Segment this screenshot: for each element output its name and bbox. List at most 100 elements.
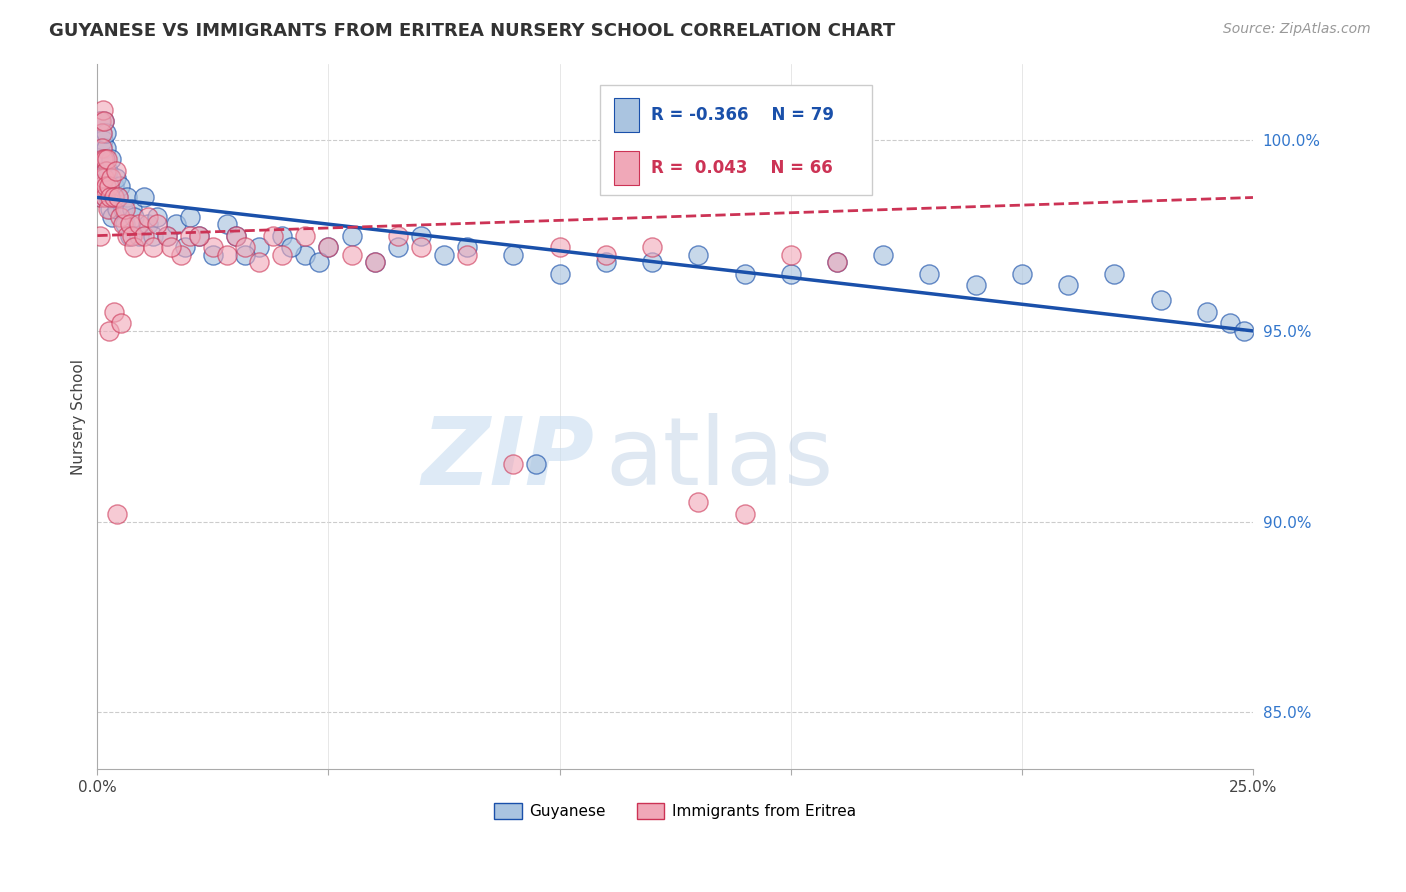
Point [121, 228, 143, 243]
Point [142, 228, 165, 243]
Point [90, 171, 112, 186]
Point [103, 179, 125, 194]
Point [825, 255, 848, 269]
Point [98, 179, 121, 194]
Point [174, 240, 197, 254]
Point [188, 228, 211, 243]
Point [872, 248, 894, 262]
Point [1011, 267, 1033, 281]
Point [233, 248, 256, 262]
Bar [614, 98, 640, 132]
Text: GUYANESE VS IMMIGRANTS FROM ERITREA NURSERY SCHOOL CORRELATION CHART: GUYANESE VS IMMIGRANTS FROM ERITREA NURS… [49, 22, 896, 40]
Text: Source: ZipAtlas.com: Source: ZipAtlas.com [1223, 22, 1371, 37]
Point [100, 153, 122, 167]
Point [91, 141, 114, 155]
Point [1149, 293, 1171, 308]
Point [318, 240, 340, 254]
Point [294, 228, 316, 243]
Point [688, 248, 710, 262]
Point [94, 141, 117, 155]
Point [100, 171, 122, 186]
Point [91, 141, 114, 155]
Point [94, 163, 117, 178]
Legend: Guyanese, Immigrants from Eritrea: Guyanese, Immigrants from Eritrea [488, 797, 862, 825]
Point [93, 133, 115, 147]
Point [1219, 316, 1241, 330]
Point [90, 190, 112, 204]
Point [1195, 305, 1218, 319]
Point [169, 248, 191, 262]
Point [132, 228, 155, 243]
Point [96, 171, 118, 186]
Point [364, 255, 387, 269]
Point [136, 217, 159, 231]
Point [502, 248, 524, 262]
Point [132, 190, 155, 204]
Point [94, 153, 117, 167]
Point [93, 153, 115, 167]
Point [105, 507, 128, 521]
Point [165, 217, 187, 231]
Point [97, 324, 120, 338]
Point [595, 248, 617, 262]
Point [96, 190, 118, 204]
Point [117, 228, 139, 243]
Point [101, 210, 124, 224]
Point [114, 202, 136, 216]
Point [247, 240, 270, 254]
Point [124, 240, 146, 254]
Point [98, 202, 121, 216]
Point [104, 190, 127, 204]
Point [146, 210, 169, 224]
Point [89, 114, 111, 128]
Point [90, 126, 112, 140]
Point [308, 255, 330, 269]
Point [1104, 267, 1126, 281]
Point [118, 217, 141, 231]
Point [114, 217, 136, 231]
Text: R = -0.366    N = 79: R = -0.366 N = 79 [651, 106, 834, 124]
Point [734, 267, 756, 281]
Point [262, 228, 284, 243]
Point [156, 228, 179, 243]
Point [111, 202, 134, 216]
Point [96, 153, 118, 167]
Point [93, 103, 115, 117]
FancyBboxPatch shape [600, 86, 872, 194]
Point [90, 126, 112, 140]
Bar [614, 151, 640, 185]
Point [94, 126, 117, 140]
Point [146, 217, 169, 231]
Point [387, 240, 409, 254]
Point [91, 179, 114, 194]
Point [340, 228, 363, 243]
Point [247, 255, 270, 269]
Point [110, 179, 132, 194]
Text: ZIP: ZIP [422, 413, 595, 505]
Point [225, 228, 247, 243]
Point [779, 267, 801, 281]
Point [526, 458, 548, 472]
Point [548, 267, 571, 281]
Point [641, 255, 664, 269]
Point [91, 153, 114, 167]
Point [1057, 278, 1080, 293]
Point [107, 190, 129, 204]
Point [179, 210, 201, 224]
Point [825, 255, 848, 269]
Point [387, 228, 409, 243]
Point [160, 240, 183, 254]
Point [110, 316, 132, 330]
Point [318, 240, 340, 254]
Point [103, 190, 125, 204]
Point [595, 255, 617, 269]
Point [90, 153, 112, 167]
Point [128, 228, 150, 243]
Point [433, 248, 456, 262]
Point [105, 202, 128, 216]
Point [179, 228, 201, 243]
Point [779, 248, 801, 262]
Text: atlas: atlas [606, 413, 834, 505]
Point [280, 240, 302, 254]
Point [271, 248, 294, 262]
